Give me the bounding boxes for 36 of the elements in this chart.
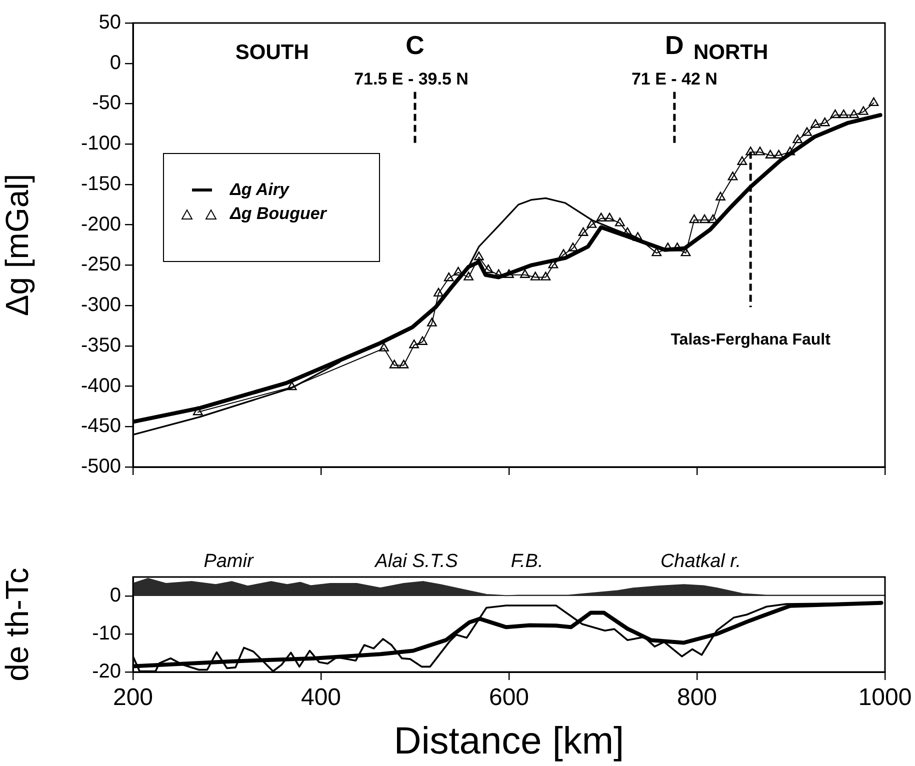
y-tick-label: -450 xyxy=(80,415,121,438)
x-tick-label: 200 xyxy=(112,684,154,712)
y-tick-label: -350 xyxy=(80,334,121,356)
annotation: 71 E - 42 N xyxy=(631,70,718,89)
ref-line-label: D xyxy=(665,30,684,60)
legend-label: Δg Airy xyxy=(230,180,289,200)
text: Pamir xyxy=(204,550,254,572)
x-tick-label: 400 xyxy=(300,684,342,712)
ref-line-label: C xyxy=(406,30,425,60)
y-tick-label: -50 xyxy=(92,92,121,114)
y-tick-label: -150 xyxy=(80,172,121,195)
text: F.B. xyxy=(510,550,544,572)
y-tick-label: -100 xyxy=(80,132,121,155)
y-tick-label: -400 xyxy=(80,374,121,397)
y-tick-label: -500 xyxy=(80,456,121,478)
y-axis-title: de th-Tc xyxy=(0,568,36,682)
ref-line-label: Talas-Ferghana Fault xyxy=(670,331,832,348)
y-tick-label: 50 xyxy=(98,12,121,34)
x-axis-title: Distance [km] xyxy=(394,720,624,763)
y-tick-label: -200 xyxy=(80,213,121,236)
x-tick-label: 600 xyxy=(488,684,530,712)
y-tick-label: -250 xyxy=(80,254,121,276)
y-tick-label: -300 xyxy=(80,294,121,316)
y-tick-label: -20 xyxy=(92,660,121,683)
legend-label: Δg Bouguer xyxy=(230,204,326,224)
text: Chatkal r. xyxy=(660,550,742,572)
x-tick-label: 800 xyxy=(676,684,718,712)
y-tick-label: 0 xyxy=(110,584,121,607)
y-axis-title: Δg [mGal] xyxy=(0,174,36,316)
annotation: SOUTH xyxy=(235,40,309,64)
x-tick-label: 1000 xyxy=(858,684,912,712)
text: Alai S.T.S xyxy=(374,550,458,572)
annotation: 71.5 E - 39.5 N xyxy=(354,70,468,89)
y-tick-label: 0 xyxy=(110,52,121,74)
annotation: NORTH xyxy=(694,40,768,64)
y-tick-label: -10 xyxy=(92,622,121,645)
